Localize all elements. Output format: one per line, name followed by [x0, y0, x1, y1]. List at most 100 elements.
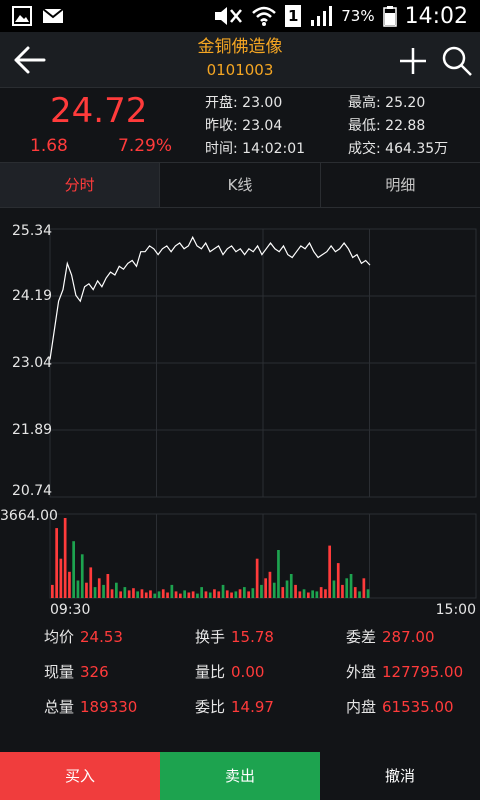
volume-bar — [115, 582, 118, 598]
volume-bar — [153, 593, 157, 598]
volume-bar — [179, 593, 182, 598]
volume-bar — [89, 567, 93, 598]
stat-order-ratio: 委比 14.97 — [195, 696, 274, 717]
volume-bar — [221, 584, 225, 598]
amount-label: 成交: — [348, 141, 381, 157]
back-arrow-icon[interactable] — [10, 42, 50, 78]
volume-bar — [247, 591, 250, 598]
low-value: 22.88 — [385, 118, 426, 134]
volume-bar — [200, 587, 203, 598]
gallery-icon — [12, 6, 32, 26]
y-tick-label: 23.04 — [12, 355, 52, 371]
volume-bar — [217, 591, 221, 598]
open-value: 23.00 — [242, 95, 283, 111]
sim-badge: 1 — [285, 5, 302, 27]
high-cell: 最高: 25.20 — [348, 92, 425, 112]
volume-bar — [161, 589, 165, 598]
stat-avg-value: 24.53 — [80, 628, 123, 646]
volume-bar — [136, 591, 139, 598]
x-tick-label: 09:30 — [50, 602, 90, 618]
stat-order-ratio-label: 委比 — [195, 698, 226, 716]
stat-cur-vol-value: 326 — [80, 663, 109, 681]
price-change-percent: 7.29% — [118, 136, 173, 156]
stat-diff-value: 287.00 — [382, 628, 435, 646]
stat-inner-value: 61535.00 — [382, 698, 454, 716]
volume-bar — [336, 563, 340, 598]
cancel-order-button[interactable]: 撤消 — [320, 752, 480, 800]
y-tick-label: 25.34 — [12, 223, 52, 239]
y-tick-label: 21.89 — [12, 422, 52, 438]
stat-outer-value: 127795.00 — [382, 663, 464, 681]
signal-icon — [311, 6, 333, 26]
stat-total: 总量 189330 — [44, 696, 137, 717]
tab-kline[interactable]: K线 — [160, 163, 321, 207]
volume-bar — [166, 592, 169, 598]
volume-bar — [196, 593, 199, 598]
volume-bar — [102, 584, 105, 598]
volume-bar — [183, 590, 186, 598]
volume-bar — [213, 589, 216, 598]
prev-close-value: 23.04 — [242, 118, 283, 134]
volume-bar — [208, 592, 212, 598]
high-label: 最高: — [348, 95, 381, 111]
sell-button[interactable]: 卖出 — [160, 752, 320, 800]
volume-bar — [230, 592, 233, 598]
volume-bar — [302, 589, 306, 598]
volume-bar — [255, 558, 259, 598]
volume-bar — [268, 571, 272, 598]
volume-bar — [251, 588, 255, 598]
stat-avg: 均价 24.53 — [44, 626, 123, 647]
volume-bar — [294, 584, 297, 598]
time-cell: 时间: 14:02:01 — [205, 138, 305, 158]
price-series — [49, 235, 371, 360]
buy-button[interactable]: 买入 — [0, 752, 160, 800]
stat-total-value: 189330 — [80, 698, 138, 716]
volume-bar — [63, 518, 67, 598]
last-price: 24.72 — [50, 91, 148, 131]
volume-bar — [55, 528, 58, 598]
stat-turnover-value: 15.78 — [231, 628, 274, 646]
mail-icon — [42, 8, 64, 23]
volume-bar — [285, 580, 289, 598]
quote-panel: 24.72 1.68 7.29% 开盘: 23.00 最高: 25.20 昨收:… — [0, 88, 480, 162]
volume-bar — [366, 589, 370, 598]
volume-bar — [243, 587, 246, 598]
app-header: 金铜佛造像 0101003 — [0, 32, 480, 88]
volume-bar — [132, 588, 135, 598]
volume-bar — [289, 574, 293, 598]
volume-bar — [157, 591, 161, 598]
stat-order-ratio-value: 14.97 — [231, 698, 274, 716]
volume-bar — [85, 582, 88, 598]
stat-diff-label: 委差 — [346, 628, 377, 646]
wifi-icon — [252, 6, 277, 26]
stat-total-label: 总量 — [44, 698, 75, 716]
volume-bar — [106, 574, 110, 598]
tab-intraday[interactable]: 分时 — [0, 163, 161, 207]
volume-bar — [140, 589, 144, 598]
open-cell: 开盘: 23.00 — [205, 92, 282, 112]
volume-bar — [341, 584, 344, 598]
volume-bar — [328, 545, 331, 598]
volume-bar — [234, 591, 238, 598]
stat-inner-label: 内盘 — [346, 698, 377, 716]
volume-bar — [174, 591, 178, 598]
stat-outer: 外盘 127795.00 — [346, 661, 463, 682]
tab-detail[interactable]: 明细 — [320, 163, 480, 207]
low-cell: 最低: 22.88 — [348, 115, 425, 135]
stat-vol-ratio-label: 量比 — [195, 663, 226, 681]
stat-inner: 内盘 61535.00 — [346, 696, 454, 717]
volume-bar — [277, 550, 280, 598]
volume-bar — [93, 587, 97, 598]
price-line — [49, 235, 371, 360]
stat-avg-label: 均价 — [44, 628, 75, 646]
add-icon[interactable] — [396, 44, 430, 78]
volume-bar — [307, 592, 310, 598]
status-bar: 1 73% 14:02 — [0, 0, 480, 32]
stat-vol-ratio-value: 0.00 — [231, 663, 265, 681]
stat-turnover-label: 换手 — [195, 628, 226, 646]
high-value: 25.20 — [385, 95, 426, 111]
search-icon[interactable] — [440, 44, 474, 78]
volume-bar — [127, 590, 131, 598]
amount-value: 464.35万 — [385, 141, 449, 157]
volume-bar — [51, 584, 54, 598]
